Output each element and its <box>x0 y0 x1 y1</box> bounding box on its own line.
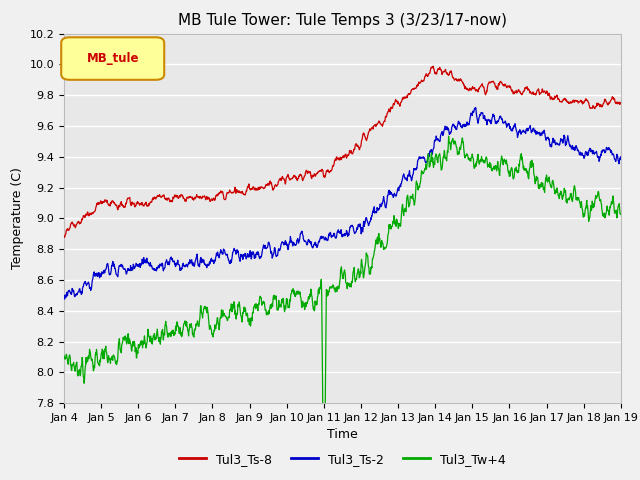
Y-axis label: Temperature (C): Temperature (C) <box>11 168 24 269</box>
Legend: Tul3_Ts-8, Tul3_Ts-2, Tul3_Tw+4: Tul3_Ts-8, Tul3_Ts-2, Tul3_Tw+4 <box>173 448 511 471</box>
X-axis label: Time: Time <box>327 429 358 442</box>
Text: MB_tule: MB_tule <box>87 52 140 65</box>
Title: MB Tule Tower: Tule Temps 3 (3/23/17-now): MB Tule Tower: Tule Temps 3 (3/23/17-now… <box>178 13 507 28</box>
FancyBboxPatch shape <box>61 37 164 80</box>
